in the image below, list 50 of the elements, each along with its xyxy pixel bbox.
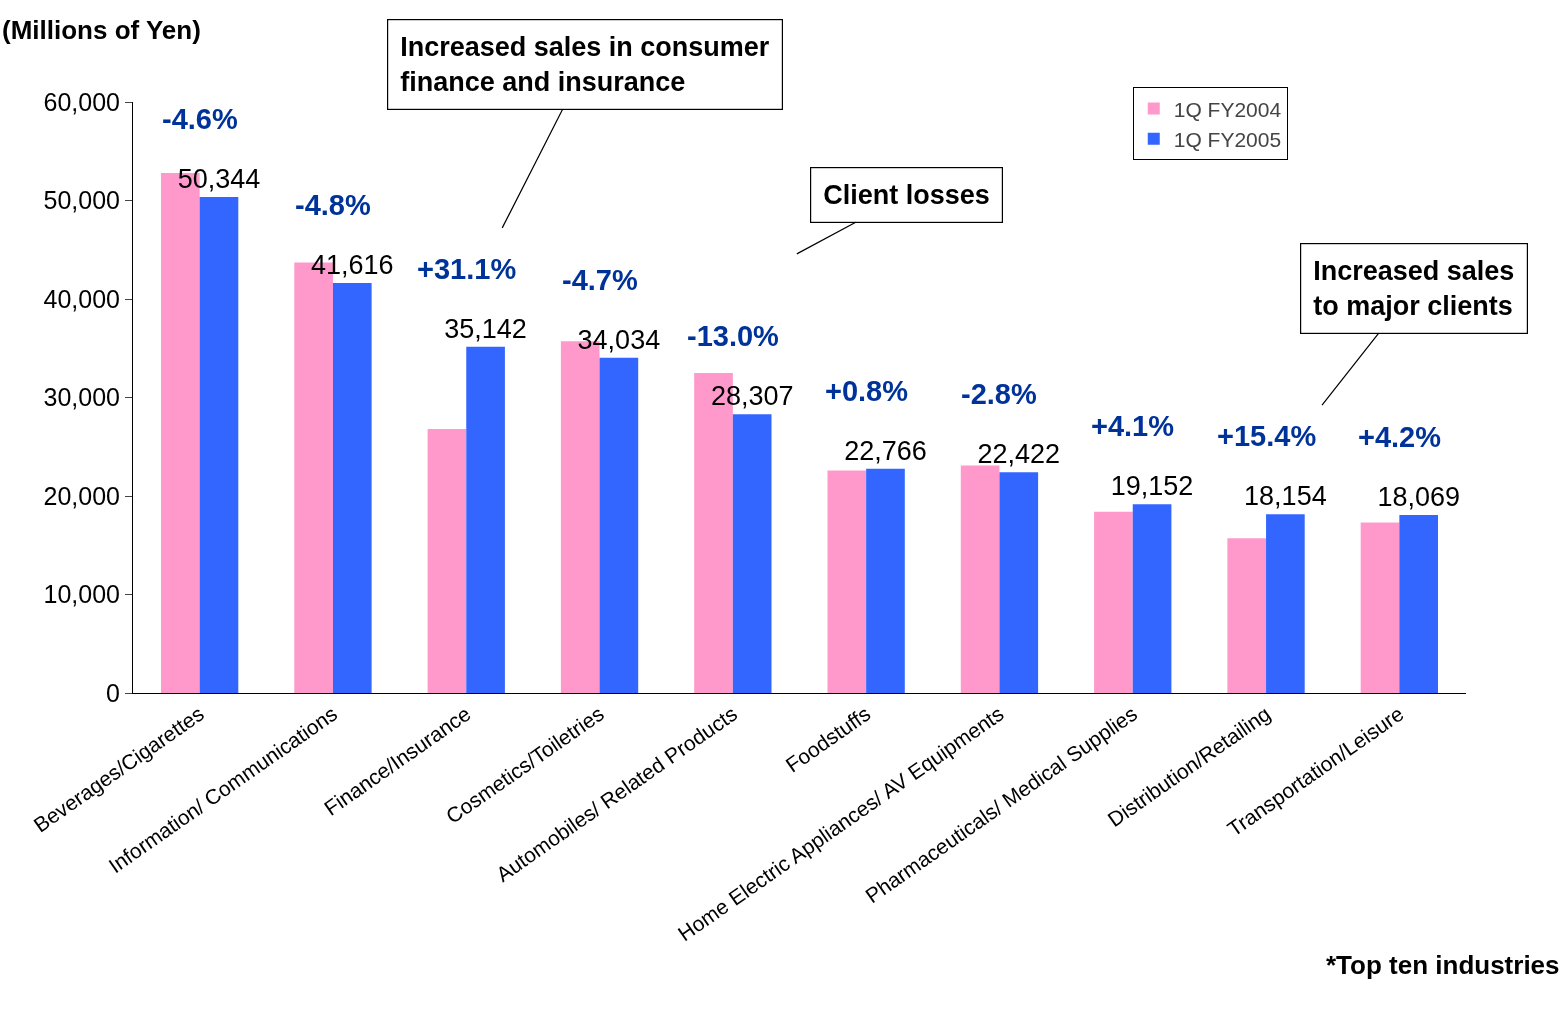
- annotation: +4.1%: [1091, 410, 1175, 442]
- data-label: 35,142: [444, 313, 527, 344]
- bar: [1227, 538, 1267, 693]
- data-label: 34,034: [577, 324, 661, 355]
- bar: [866, 468, 905, 693]
- annotation: -4.8%: [295, 189, 371, 221]
- annotation: Increased sales to major clients: [1313, 256, 1515, 322]
- bar: [827, 470, 867, 693]
- y-tick-label: 20,000: [43, 481, 120, 510]
- data-label: 18,154: [1244, 481, 1327, 512]
- legend-label: 1Q FY2004: [1173, 97, 1282, 121]
- annotation: -2.8%: [961, 378, 1037, 410]
- annotation: Client losses: [823, 180, 990, 211]
- data-label: 50,344: [177, 164, 261, 195]
- y-tick-label: 40,000: [43, 284, 120, 313]
- bar: [1360, 522, 1400, 693]
- bar: [1094, 511, 1133, 693]
- y-tick-label: 10,000: [43, 580, 120, 609]
- data-label: 18,069: [1377, 482, 1460, 513]
- data-label: 28,307: [710, 381, 794, 412]
- y-tick-label: 0: [106, 678, 120, 707]
- bar: [1266, 514, 1305, 693]
- legend-label: 1Q FY2005: [1173, 127, 1282, 151]
- bar: [999, 472, 1039, 693]
- data-label: 22,766: [844, 435, 927, 466]
- annotation: +31.1%: [417, 253, 517, 285]
- y-tick-label: 30,000: [43, 383, 120, 412]
- bar: [427, 429, 467, 693]
- bar: [732, 414, 772, 693]
- y-tick-label: 60,000: [43, 87, 120, 116]
- annotation: -4.7%: [562, 264, 638, 296]
- data-label: 41,616: [310, 250, 394, 281]
- data-label: 19,152: [1110, 471, 1194, 502]
- bar: [466, 346, 505, 693]
- annotation: -13.0%: [687, 320, 780, 352]
- bar: [960, 465, 1000, 693]
- bar: [199, 197, 239, 693]
- annotation: +0.8%: [825, 375, 909, 407]
- y-tick-label: 50,000: [43, 186, 120, 215]
- bar: [1399, 515, 1439, 693]
- data-label: 22,422: [977, 439, 1061, 470]
- text: Increased sales in consumer finance and insurance: [400, 32, 770, 98]
- y-axis-title: (Millions of Yen): [2, 15, 201, 45]
- bar: [1132, 504, 1172, 693]
- text: *Top ten industries: [1326, 950, 1560, 980]
- annotation: -4.6%: [162, 103, 238, 135]
- bar: [599, 357, 639, 693]
- bar: [332, 283, 372, 693]
- annotation: +15.4%: [1217, 420, 1317, 452]
- annotation: +4.2%: [1358, 421, 1442, 453]
